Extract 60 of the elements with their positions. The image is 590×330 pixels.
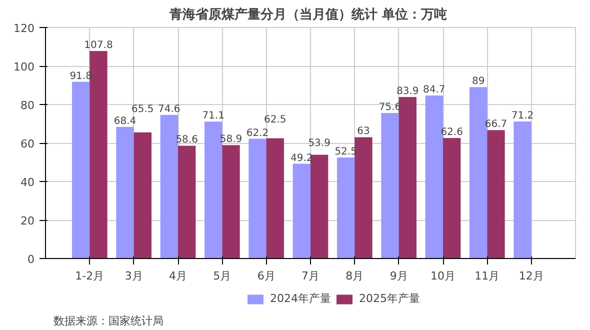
data-label: 62.5 <box>264 114 286 126</box>
y-tick-label: 80 <box>20 99 35 112</box>
bar <box>381 112 399 258</box>
legend-label: 2025年产量 <box>359 291 420 306</box>
bar <box>90 50 108 258</box>
chart-title: 青海省原煤产量分月（当月值）统计 单位：万吨 <box>168 6 448 22</box>
data-label: 107.8 <box>84 40 113 51</box>
data-label: 63 <box>357 126 370 138</box>
data-label: 53.9 <box>308 138 330 149</box>
x-tick-label: 11月 <box>474 270 500 282</box>
data-label: 66.7 <box>484 119 508 130</box>
y-tick-label: 100 <box>14 60 35 74</box>
bar <box>134 132 152 258</box>
data-label: 84.7 <box>423 84 446 96</box>
y-tick-label: 0 <box>28 253 34 266</box>
bar <box>470 87 488 258</box>
data-label: 71.2 <box>511 110 534 122</box>
bar <box>72 82 90 258</box>
x-tick-label: 3月 <box>124 270 143 282</box>
bar <box>222 145 240 258</box>
bar <box>178 146 196 258</box>
data-label: 58.6 <box>176 134 198 146</box>
y-tick-label: 120 <box>14 22 35 35</box>
data-label: 89 <box>472 76 485 88</box>
bar <box>443 138 461 258</box>
x-tick-label: 7月 <box>302 270 320 282</box>
x-tick-label: 9月 <box>390 270 408 282</box>
bar <box>487 130 505 258</box>
bar <box>514 121 532 258</box>
data-label: 68.4 <box>114 116 136 127</box>
bar <box>354 137 372 258</box>
x-tick-label: 5月 <box>213 270 232 282</box>
bar <box>398 96 416 258</box>
x-tick-label: 4月 <box>169 270 187 282</box>
x-tick-label: 1-2月 <box>75 270 104 282</box>
bar <box>266 138 284 258</box>
data-label: 62.2 <box>246 128 269 139</box>
y-tick-label: 20 <box>20 214 35 228</box>
y-tick-label: 40 <box>20 176 35 189</box>
data-label: 62.6 <box>440 126 463 138</box>
bar <box>310 154 328 258</box>
y-tick-label: 60 <box>20 138 35 150</box>
bar <box>248 138 266 258</box>
x-tick-label: 6月 <box>257 270 276 282</box>
data-label: 74.6 <box>158 104 180 115</box>
data-label: 58.9 <box>220 134 242 146</box>
data-label: 65.5 <box>132 104 154 116</box>
bar <box>292 164 310 258</box>
bar <box>425 95 443 258</box>
source-note: 数据来源：国家统计局 <box>54 314 164 328</box>
bar <box>160 114 178 258</box>
bar <box>116 126 134 258</box>
x-tick-label: 12月 <box>518 270 544 282</box>
legend-label: 2024年产量 <box>270 291 331 306</box>
data-label: 71.1 <box>202 110 224 122</box>
bar <box>204 122 222 258</box>
x-tick-label: 10月 <box>430 270 456 282</box>
x-tick-label: 8月 <box>346 270 364 282</box>
data-label: 83.9 <box>396 86 419 97</box>
bar <box>337 157 355 258</box>
